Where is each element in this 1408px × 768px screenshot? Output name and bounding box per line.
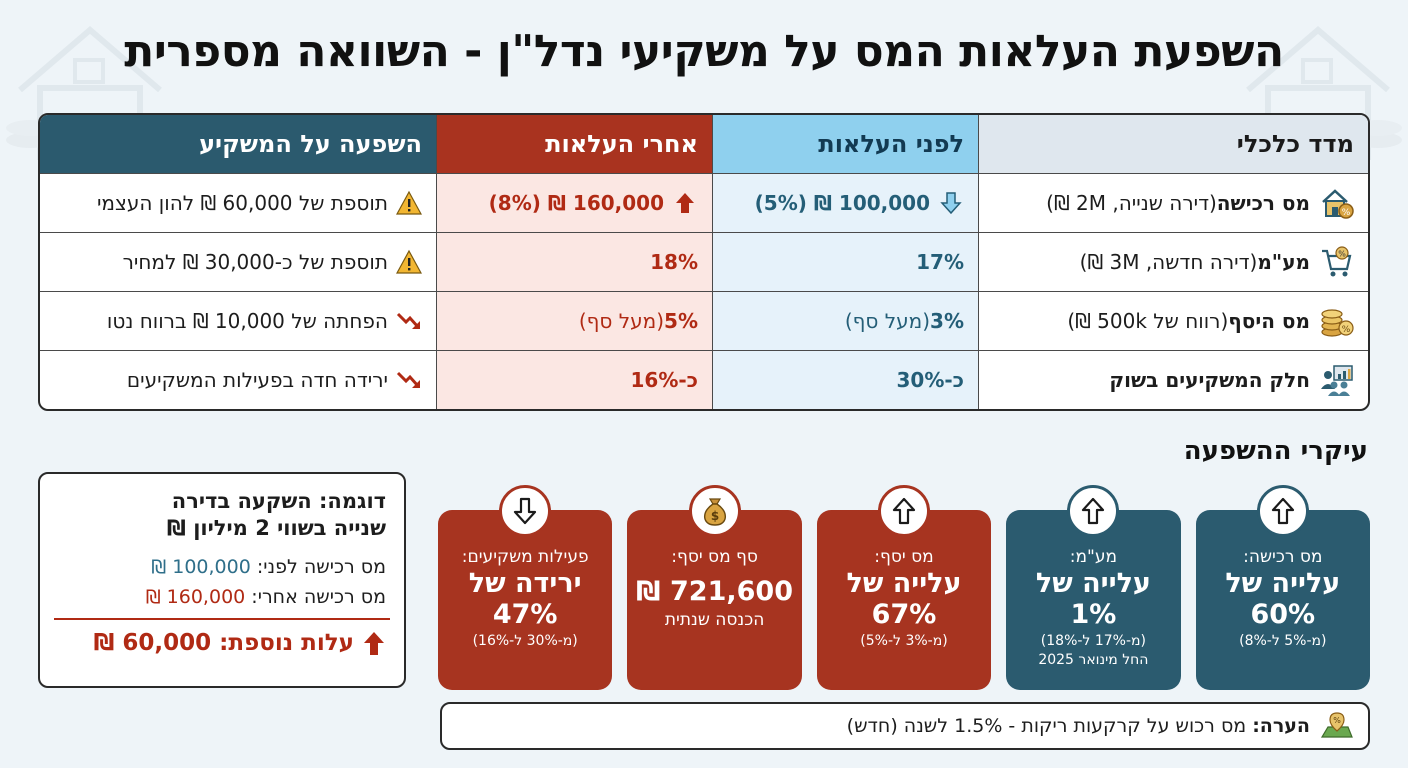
impact-text: הפחתה של 10,000 ₪ ברווח נטו [106, 309, 388, 333]
card-note: הכנסה שנתית [664, 610, 765, 630]
value-after: 5% [664, 309, 698, 333]
impact-text: ירידה חדה בפעילות המשקיעים [126, 368, 388, 392]
investors-icon [1321, 365, 1353, 396]
warning-icon [396, 190, 422, 215]
header-cell-before: לפני העלאות [712, 115, 978, 173]
table-row: % מע"מ (דירה חדשה, 3M ₪) 17% 18% תוספת ש… [40, 232, 1368, 291]
card-value: עלייה של [1035, 568, 1151, 599]
section-title: עיקרי ההשפעה [1183, 436, 1368, 466]
warning-icon [396, 249, 422, 274]
card-label: מס רכישה: [1243, 547, 1323, 567]
card-label: סף מס יסף: [671, 547, 758, 567]
value-after: 160,000 ₪ (8%) [488, 191, 664, 215]
impact-card: מס יסף: עלייה של 67% (מ-3% ל-5%) [816, 485, 992, 690]
impact-text: תוספת של 60,000 ₪ להון העצמי [96, 191, 388, 215]
note-label: הערה: [1252, 715, 1310, 737]
card-note: (מ-17% ל-18%) [1040, 633, 1146, 649]
value-before: 3% [930, 309, 964, 333]
example-divider [54, 618, 390, 620]
arrow-down-icon [940, 192, 962, 215]
svg-text:%: % [1333, 716, 1341, 725]
land-percent-icon: % [1320, 712, 1353, 738]
value-after-note: (מעל סף) [578, 309, 665, 333]
indicator-detail: (רווח של 500k ₪) [1067, 309, 1229, 333]
impact-card: מע"מ: עלייה של 1% (מ-17% ל-18%) החל מינו… [1006, 485, 1181, 690]
table-header-row: מדד כלכלי לפני העלאות אחרי העלאות השפעה … [40, 115, 1368, 173]
note-bar: % הערה: מס רכוש על קרקעות ריקות - 1.5% ל… [440, 702, 1370, 750]
card-value: ירידה של [468, 568, 582, 599]
page-title: השפעת העלאות המס על משקיעי נדל"ן - השווא… [124, 26, 1284, 77]
svg-text:%: % [1338, 250, 1346, 259]
indicator-detail: (דירה שנייה, 2M ₪) [1046, 191, 1217, 215]
indicator-detail: (דירה חדשה, 3M ₪) [1079, 250, 1258, 274]
card-value: 721,600 ₪ [636, 576, 793, 607]
card-note: (מ-5% ל-8%) [1239, 633, 1327, 649]
card-value: 1% [1070, 599, 1117, 630]
impact-cards: מס רכישה: עלייה של 60% (מ-5% ל-8%) מע"מ:… [437, 485, 1370, 690]
card-value: 67% [871, 599, 937, 630]
card-label: מס יסף: [874, 547, 934, 567]
table-row: % מס רכישה (דירה שנייה, 2M ₪) 100,000 ₪ … [40, 173, 1368, 232]
arrow-down-icon [514, 497, 537, 525]
card-note: החל מינואר 2025 [1038, 652, 1149, 668]
trend-down-icon [396, 371, 420, 388]
example-title: דוגמה: השקעה בדירה [171, 489, 386, 513]
impact-card: פעילות משקיעים: ירידה של 47% (מ-30% ל-16… [437, 485, 613, 690]
card-label: מע"מ: [1069, 547, 1118, 567]
svg-text:$: $ [710, 509, 718, 523]
indicator-name: מע"מ [1257, 250, 1310, 274]
indicator-name: מס היסף [1228, 309, 1310, 333]
arrow-up-icon [1082, 497, 1105, 525]
indicator-name: חלק המשקיעים בשוק [1109, 368, 1310, 392]
example-box: דוגמה: השקעה בדירה שנייה בשווי 2 מיליון … [38, 472, 406, 688]
trend-down-icon [396, 312, 420, 329]
arrow-up-icon [364, 632, 384, 655]
note-text: מס רכוש על קרקעות ריקות - 1.5% לשנה (חדש… [846, 715, 1247, 737]
example-before-value: 100,000 ₪ [151, 556, 251, 578]
impact-text: תוספת של כ-30,000 ₪ למחיר [122, 250, 388, 274]
card-value: עלייה של [1225, 568, 1341, 599]
card-note: (מ-3% ל-5%) [860, 633, 948, 649]
impact-card: מס רכישה: עלייה של 60% (מ-5% ל-8%) [1195, 485, 1370, 690]
arrow-up-icon [1271, 497, 1294, 525]
value-before: 100,000 ₪ (5%) [754, 191, 930, 215]
comparison-table: מדד כלכלי לפני העלאות אחרי העלאות השפעה … [38, 113, 1370, 411]
card-value: 47% [492, 599, 558, 630]
card-value: עלייה של [846, 568, 962, 599]
svg-text:%: % [1342, 208, 1351, 218]
impact-card: סף מס יסף: 721,600 ₪ הכנסה שנתית $ [627, 485, 802, 690]
arrow-up-icon [676, 193, 694, 213]
arrow-up-icon [892, 497, 916, 525]
card-label: פעילות משקיעים: [461, 547, 589, 567]
cart-percent-icon: % [1322, 246, 1352, 277]
indicator-name: מס רכישה [1216, 191, 1310, 215]
example-after-label: מס רכישה אחרי: [245, 586, 386, 608]
value-before: כ-30% [896, 368, 964, 392]
header-cell-after: אחרי העלאות [436, 115, 712, 173]
house-percent-icon: % [1322, 189, 1354, 219]
coins-percent-icon: % [1321, 309, 1354, 337]
svg-text:%: % [1342, 325, 1351, 335]
card-note: (מ-30% ל-16%) [472, 633, 578, 649]
value-after: כ-16% [630, 368, 698, 392]
header-cell-indicator: מדד כלכלי [978, 115, 1368, 173]
example-total: עלות נוספת: 60,000 ₪ [93, 630, 354, 656]
example-after-value: 160,000 ₪ [145, 586, 246, 608]
header-cell-impact: השפעה על המשקיע [40, 115, 436, 173]
card-value: 60% [1250, 599, 1316, 630]
value-after: 18% [650, 250, 698, 274]
example-title: שנייה בשווי 2 מיליון ₪ [166, 516, 386, 540]
example-before-label: מס רכישה לפני: [250, 556, 386, 578]
table-row: % מס היסף (רווח של 500k ₪) 3% (מעל סף) 5… [40, 291, 1368, 350]
money-bag-icon: $ [703, 498, 726, 526]
table-row: חלק המשקיעים בשוק כ-30% כ-16% ירידה חדה … [40, 350, 1368, 409]
value-before: 17% [916, 250, 964, 274]
value-before-note: (מעל סף) [844, 309, 931, 333]
